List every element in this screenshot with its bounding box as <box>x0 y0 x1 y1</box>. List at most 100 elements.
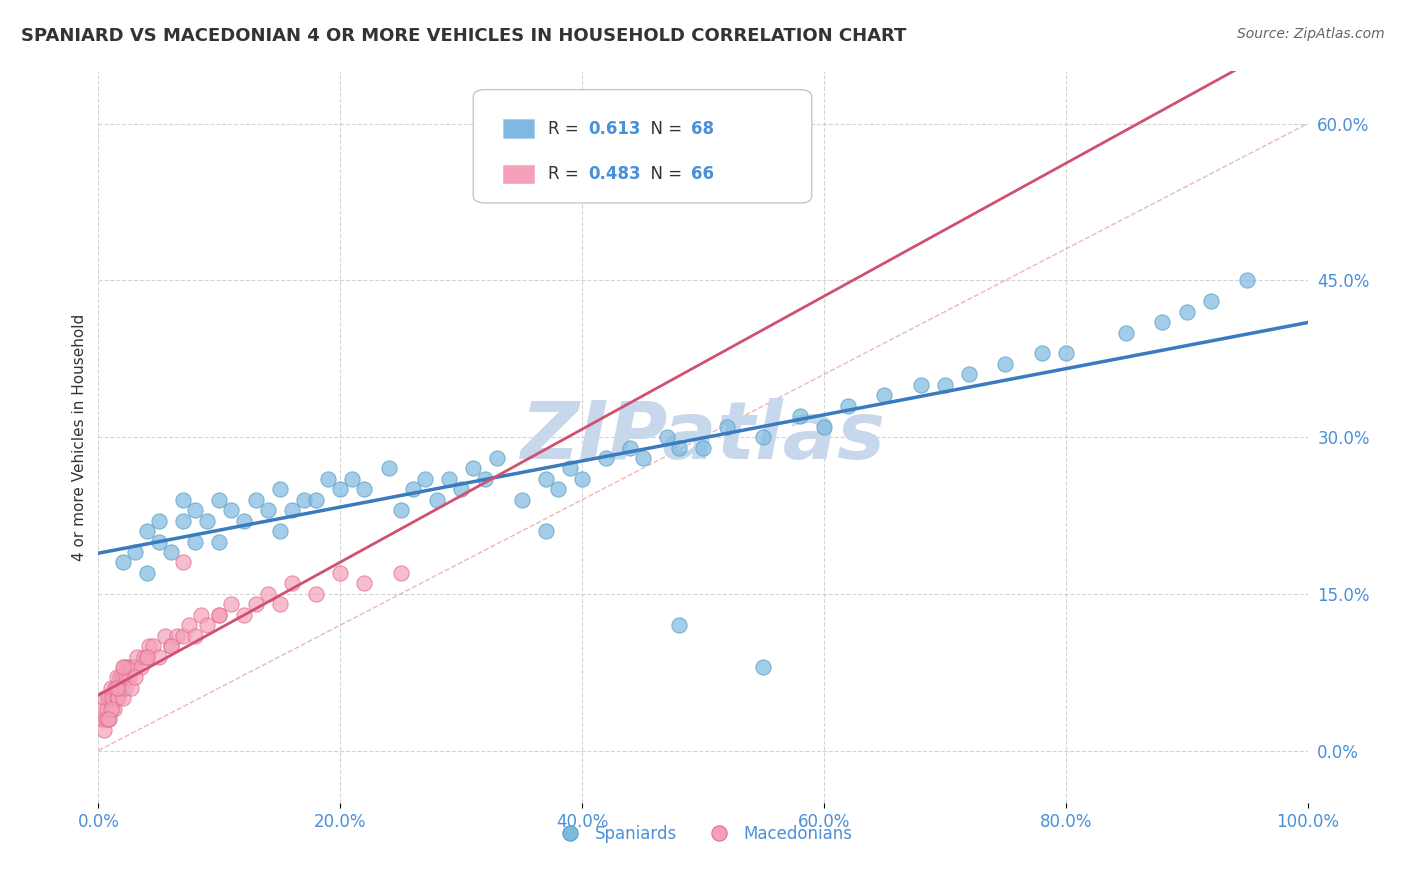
Point <box>105 670 128 684</box>
Point <box>118 660 141 674</box>
Point <box>752 430 775 444</box>
Point <box>114 681 136 695</box>
Point <box>245 597 267 611</box>
Point <box>148 514 170 528</box>
Point <box>281 503 304 517</box>
Y-axis label: 4 or more Vehicles in Household: 4 or more Vehicles in Household <box>72 313 87 561</box>
Point <box>127 649 149 664</box>
Point <box>402 483 425 497</box>
Point <box>100 681 122 695</box>
Point <box>148 534 170 549</box>
Point <box>111 691 134 706</box>
Point <box>558 461 581 475</box>
Point <box>389 503 412 517</box>
Point <box>91 702 114 716</box>
Point <box>100 691 122 706</box>
FancyBboxPatch shape <box>474 90 811 203</box>
Point <box>124 660 146 674</box>
Point <box>281 576 304 591</box>
Point <box>450 483 472 497</box>
Point <box>910 377 932 392</box>
Point <box>329 566 352 580</box>
Point <box>135 649 157 664</box>
Point <box>269 483 291 497</box>
Point <box>160 639 183 653</box>
Point <box>1152 315 1174 329</box>
Point <box>389 566 412 580</box>
Point <box>437 472 460 486</box>
Point <box>111 670 134 684</box>
Point <box>353 483 375 497</box>
Point <box>97 712 120 726</box>
Point <box>108 670 131 684</box>
Point <box>129 660 152 674</box>
Point <box>142 639 165 653</box>
Point <box>595 450 617 465</box>
Point <box>107 691 129 706</box>
Text: N =: N = <box>640 120 688 137</box>
Point <box>111 556 134 570</box>
Point <box>118 670 141 684</box>
Point <box>305 587 328 601</box>
Point <box>619 441 641 455</box>
Point <box>110 681 132 695</box>
Text: ZIPatlas: ZIPatlas <box>520 398 886 476</box>
Point <box>1236 273 1258 287</box>
Text: R =: R = <box>548 120 585 137</box>
Point <box>1175 304 1198 318</box>
Point <box>172 514 194 528</box>
Point <box>292 492 315 507</box>
Point <box>547 483 569 497</box>
Point <box>837 399 859 413</box>
Point <box>108 681 131 695</box>
Point <box>305 492 328 507</box>
Point <box>256 587 278 601</box>
Point <box>98 712 121 726</box>
Point <box>413 472 436 486</box>
Point <box>111 660 134 674</box>
Point <box>172 492 194 507</box>
Point <box>105 691 128 706</box>
Point <box>135 649 157 664</box>
Point <box>172 556 194 570</box>
Point <box>994 357 1017 371</box>
Text: SPANIARD VS MACEDONIAN 4 OR MORE VEHICLES IN HOUSEHOLD CORRELATION CHART: SPANIARD VS MACEDONIAN 4 OR MORE VEHICLE… <box>21 27 907 45</box>
Point <box>117 660 139 674</box>
Point <box>166 629 188 643</box>
Point <box>813 419 835 434</box>
Point <box>104 681 127 695</box>
Point <box>221 503 243 517</box>
Point <box>692 441 714 455</box>
Point <box>377 461 399 475</box>
Text: R =: R = <box>548 165 585 183</box>
Point <box>1115 326 1137 340</box>
Point <box>190 607 212 622</box>
FancyBboxPatch shape <box>503 120 534 137</box>
Text: Source: ZipAtlas.com: Source: ZipAtlas.com <box>1237 27 1385 41</box>
Point <box>752 660 775 674</box>
Point <box>93 691 115 706</box>
Point <box>208 607 231 622</box>
Point <box>269 597 291 611</box>
Point <box>631 450 654 465</box>
Point <box>148 649 170 664</box>
Point <box>90 712 112 726</box>
Point <box>486 450 509 465</box>
Text: N =: N = <box>640 165 688 183</box>
Point <box>232 514 254 528</box>
Point <box>655 430 678 444</box>
Point <box>571 472 593 486</box>
Point <box>208 492 231 507</box>
Point <box>112 660 135 674</box>
Point <box>153 629 176 643</box>
Point <box>269 524 291 538</box>
Point <box>124 670 146 684</box>
Point <box>463 461 485 475</box>
Point <box>100 702 122 716</box>
Point <box>789 409 811 424</box>
Point <box>105 681 128 695</box>
Point <box>534 472 557 486</box>
Point <box>208 607 231 622</box>
Text: 0.613: 0.613 <box>588 120 641 137</box>
Point <box>184 629 207 643</box>
